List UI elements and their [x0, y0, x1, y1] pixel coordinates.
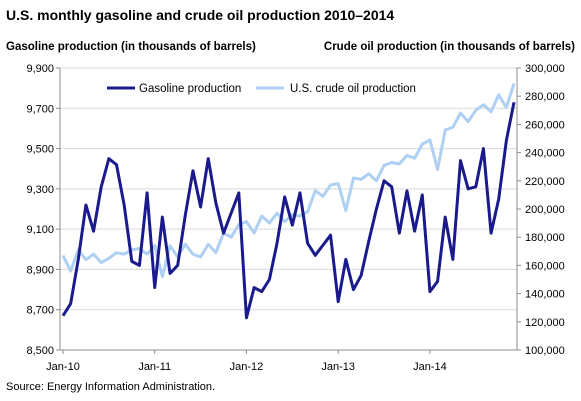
- legend-label-crude: U.S. crude oil production: [290, 83, 416, 95]
- series-line-crude-oil: [61, 83, 516, 279]
- right-tick-label: 140,000: [525, 289, 565, 301]
- right-tick-label: 200,000: [525, 204, 565, 216]
- left-tick-label: 9,700: [26, 103, 54, 115]
- right-tick-label: 240,000: [525, 148, 565, 160]
- right-axis-ticks: 100,000 120,000 140,000 160,000 180,000 200,0…: [517, 63, 565, 357]
- right-axis-title: Crude oil production (in thousands of ba…: [324, 41, 575, 53]
- source-note: Source: Energy Information Administratio…: [6, 381, 215, 393]
- x-axis-ticks: Jan-10 Jan-11 Jan-12 Jan-13 Jan-14: [46, 350, 447, 373]
- legend: Gasoline production U.S. crude oil produ…: [107, 83, 416, 95]
- right-tick-label: 260,000: [525, 119, 565, 131]
- right-tick-label: 120,000: [525, 317, 565, 329]
- left-tick-label: 9,900: [26, 63, 54, 75]
- left-tick-label: 9,500: [26, 144, 54, 156]
- x-tick-label: Jan-14: [413, 361, 447, 373]
- right-tick-label: 300,000: [525, 63, 565, 75]
- legend-label-gasoline: Gasoline production: [139, 83, 241, 95]
- x-tick-label: Jan-11: [138, 361, 171, 373]
- x-tick-label: Jan-12: [230, 361, 264, 373]
- x-tick-label: Jan-13: [321, 361, 355, 373]
- chart-title: U.S. monthly gasoline and crude oil prod…: [6, 7, 394, 23]
- left-axis-title: Gasoline production (in thousands of bar…: [6, 41, 256, 53]
- left-tick-label: 9,100: [26, 224, 54, 236]
- right-tick-label: 220,000: [525, 176, 565, 188]
- series-line-gasoline: [61, 101, 516, 320]
- left-axis-ticks: 8,500 8,700 8,900 9,100 9,300 9,500 9,700 9,900: [26, 63, 60, 357]
- gridlines: [60, 67, 517, 311]
- left-tick-label: 8,700: [26, 305, 54, 317]
- right-tick-label: 180,000: [525, 232, 565, 244]
- right-tick-label: 160,000: [525, 260, 565, 272]
- x-tick-label: Jan-10: [46, 361, 80, 373]
- left-tick-label: 8,500: [26, 345, 54, 357]
- left-tick-label: 9,300: [26, 184, 54, 196]
- series-layer: [61, 83, 516, 320]
- right-tick-label: 100,000: [525, 345, 565, 357]
- left-tick-label: 8,900: [26, 264, 54, 276]
- right-tick-label: 280,000: [525, 91, 565, 103]
